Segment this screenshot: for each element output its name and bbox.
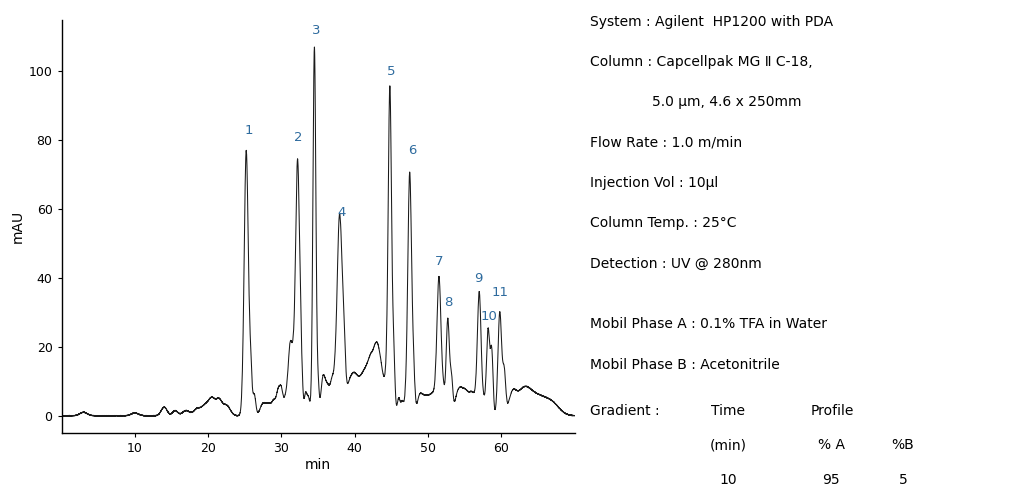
Text: Column : Capcellpak MG Ⅱ C-18,: Column : Capcellpak MG Ⅱ C-18, — [590, 55, 813, 69]
Text: 5.0 μm, 4.6 x 250mm: 5.0 μm, 4.6 x 250mm — [652, 95, 801, 109]
Text: Mobil Phase B : Acetonitrile: Mobil Phase B : Acetonitrile — [590, 358, 780, 371]
Text: 1: 1 — [244, 124, 252, 137]
Text: %B: %B — [892, 438, 914, 452]
Text: Column Temp. : 25°C: Column Temp. : 25°C — [590, 216, 737, 230]
Text: Mobil Phase A : 0.1% TFA in Water: Mobil Phase A : 0.1% TFA in Water — [590, 317, 827, 331]
Text: 2: 2 — [294, 131, 303, 144]
Text: 11: 11 — [491, 286, 508, 299]
Y-axis label: mAU: mAU — [10, 210, 25, 243]
Text: 9: 9 — [474, 272, 482, 285]
Text: Gradient :: Gradient : — [590, 404, 660, 418]
Text: Detection : UV @ 280nm: Detection : UV @ 280nm — [590, 257, 761, 271]
Text: % A: % A — [818, 438, 844, 452]
Text: 6: 6 — [407, 145, 417, 157]
Text: (min): (min) — [710, 438, 747, 452]
Text: 5: 5 — [387, 65, 396, 78]
Text: System : Agilent  HP1200 with PDA: System : Agilent HP1200 with PDA — [590, 15, 833, 29]
Text: 95: 95 — [822, 473, 840, 487]
Text: 3: 3 — [312, 24, 320, 37]
X-axis label: min: min — [305, 458, 331, 472]
Text: 8: 8 — [444, 296, 452, 309]
Text: 4: 4 — [338, 207, 346, 219]
Text: 10: 10 — [719, 473, 738, 487]
Text: Flow Rate : 1.0 m/min: Flow Rate : 1.0 m/min — [590, 136, 742, 150]
Text: 10: 10 — [480, 310, 498, 323]
Text: Profile: Profile — [811, 404, 854, 418]
Text: 5: 5 — [899, 473, 907, 487]
Text: Injection Vol : 10μl: Injection Vol : 10μl — [590, 176, 718, 190]
Text: 7: 7 — [435, 255, 443, 268]
Text: Time: Time — [711, 404, 746, 418]
